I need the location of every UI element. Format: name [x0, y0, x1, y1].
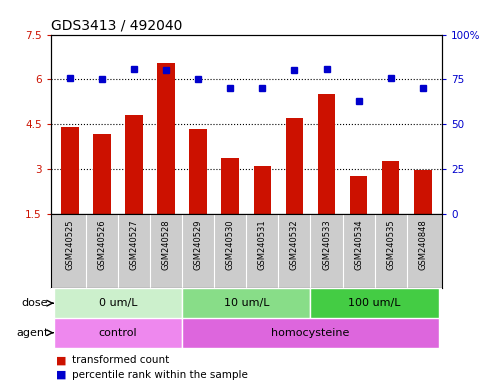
- Text: GSM240527: GSM240527: [129, 220, 139, 270]
- Text: dose: dose: [22, 298, 48, 308]
- Bar: [285, 118, 303, 214]
- Text: percentile rank within the sample: percentile rank within the sample: [72, 370, 248, 380]
- Text: agent: agent: [16, 328, 48, 338]
- Text: ■: ■: [56, 370, 66, 380]
- Text: GSM240848: GSM240848: [418, 220, 427, 270]
- Bar: [54, 318, 182, 348]
- Text: GSM240529: GSM240529: [194, 220, 203, 270]
- Bar: [157, 63, 175, 214]
- Bar: [189, 129, 207, 214]
- Text: GDS3413 / 492040: GDS3413 / 492040: [51, 18, 182, 32]
- Bar: [414, 170, 431, 214]
- Bar: [382, 161, 399, 214]
- Bar: [311, 288, 439, 318]
- Text: GSM240534: GSM240534: [354, 220, 363, 270]
- Bar: [182, 288, 311, 318]
- Text: GSM240535: GSM240535: [386, 220, 395, 270]
- Text: 0 um/L: 0 um/L: [99, 298, 137, 308]
- Bar: [125, 115, 143, 214]
- Text: transformed count: transformed count: [72, 355, 170, 365]
- Bar: [254, 166, 271, 214]
- Text: GSM240528: GSM240528: [162, 220, 170, 270]
- Text: ■: ■: [56, 355, 66, 365]
- Text: GSM240532: GSM240532: [290, 220, 299, 270]
- Bar: [182, 318, 439, 348]
- Bar: [350, 176, 368, 214]
- Text: homocysteine: homocysteine: [271, 328, 350, 338]
- Text: 100 um/L: 100 um/L: [348, 298, 401, 308]
- Text: GSM240530: GSM240530: [226, 220, 235, 270]
- Text: 10 um/L: 10 um/L: [224, 298, 269, 308]
- Bar: [54, 288, 182, 318]
- Bar: [318, 94, 335, 214]
- Text: GSM240526: GSM240526: [98, 220, 107, 270]
- Bar: [93, 134, 111, 214]
- Text: GSM240531: GSM240531: [258, 220, 267, 270]
- Text: GSM240525: GSM240525: [66, 220, 74, 270]
- Text: control: control: [99, 328, 137, 338]
- Text: GSM240533: GSM240533: [322, 220, 331, 270]
- Bar: [222, 158, 239, 214]
- Bar: [61, 127, 79, 214]
